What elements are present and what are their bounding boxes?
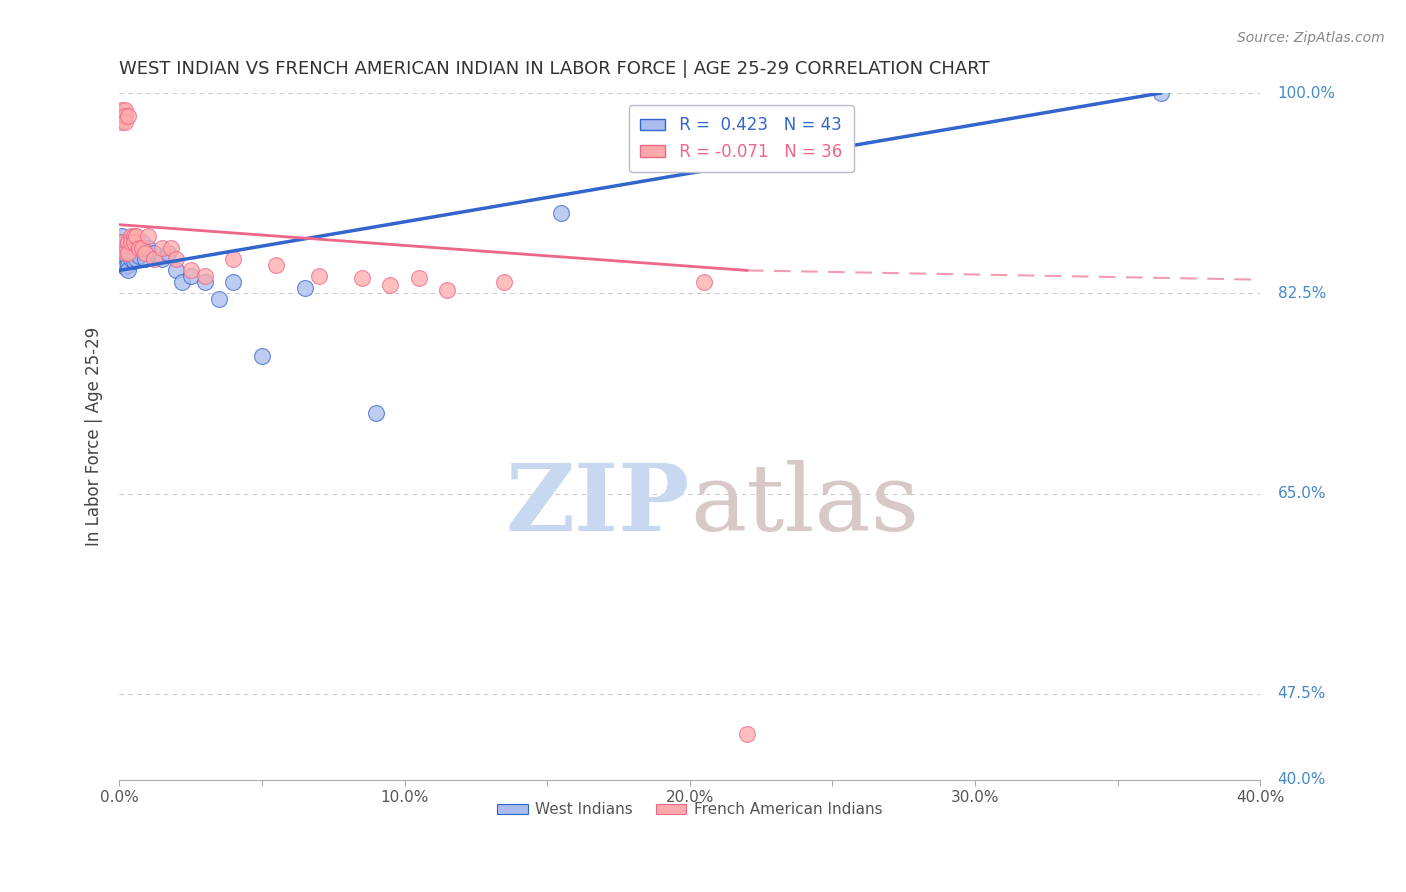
Point <box>308 269 330 284</box>
Point <box>114 114 136 128</box>
Point <box>114 246 136 260</box>
Point <box>128 240 150 254</box>
Point <box>120 235 142 249</box>
Legend: West Indians, French American Indians: West Indians, French American Indians <box>491 797 889 823</box>
Point <box>208 292 231 306</box>
Point <box>122 246 145 260</box>
Point <box>111 235 134 249</box>
Point <box>436 283 458 297</box>
Point <box>264 258 287 272</box>
Text: 65.0%: 65.0% <box>1278 486 1326 501</box>
Text: 100.0%: 100.0% <box>1278 86 1336 101</box>
Point <box>111 103 134 118</box>
Point <box>117 252 139 266</box>
Point <box>111 246 134 260</box>
Text: ZIP: ZIP <box>506 460 690 550</box>
Point <box>150 252 173 266</box>
Point <box>222 252 245 266</box>
Point <box>117 258 139 272</box>
Point <box>111 240 134 254</box>
Point <box>114 260 136 274</box>
Point <box>350 271 373 285</box>
Point <box>114 235 136 249</box>
Point <box>693 275 716 289</box>
Point <box>122 229 145 244</box>
Point <box>494 275 516 289</box>
Point <box>114 255 136 269</box>
Point <box>114 252 136 266</box>
Point <box>122 254 145 268</box>
Point <box>114 109 136 123</box>
Point <box>120 252 142 266</box>
Point <box>117 244 139 258</box>
Point <box>125 244 148 258</box>
Point <box>120 235 142 249</box>
Point <box>120 246 142 260</box>
Y-axis label: In Labor Force | Age 25-29: In Labor Force | Age 25-29 <box>86 326 103 546</box>
Point <box>294 280 316 294</box>
Point <box>114 103 136 118</box>
Point <box>122 235 145 249</box>
Point <box>170 275 193 289</box>
Point <box>120 229 142 244</box>
Point <box>364 406 387 420</box>
Point <box>550 206 572 220</box>
Point <box>180 263 202 277</box>
Point <box>117 246 139 260</box>
Point <box>117 109 139 123</box>
Point <box>114 240 136 254</box>
Point <box>222 275 245 289</box>
Point <box>131 240 153 254</box>
Text: 82.5%: 82.5% <box>1278 285 1326 301</box>
Point <box>111 229 134 244</box>
Point <box>150 240 173 254</box>
Point <box>111 114 134 128</box>
Point <box>117 235 139 249</box>
Point <box>380 278 402 293</box>
Point <box>111 250 134 264</box>
Point <box>134 252 156 266</box>
Point <box>111 109 134 123</box>
Point <box>114 244 136 258</box>
Point <box>194 269 217 284</box>
Text: atlas: atlas <box>690 460 920 550</box>
Point <box>111 235 134 249</box>
Point <box>408 271 430 285</box>
Point <box>122 235 145 249</box>
Point <box>735 727 758 741</box>
Point <box>136 229 159 244</box>
Point <box>1149 86 1171 100</box>
Point <box>180 269 202 284</box>
Point <box>134 246 156 260</box>
Point <box>156 246 179 260</box>
Point <box>117 235 139 249</box>
Point <box>194 275 217 289</box>
Text: 47.5%: 47.5% <box>1278 686 1326 701</box>
Point <box>114 248 136 262</box>
Point <box>125 229 148 244</box>
Point <box>142 252 165 266</box>
Text: WEST INDIAN VS FRENCH AMERICAN INDIAN IN LABOR FORCE | AGE 25-29 CORRELATION CHA: WEST INDIAN VS FRENCH AMERICAN INDIAN IN… <box>120 60 990 78</box>
Text: Source: ZipAtlas.com: Source: ZipAtlas.com <box>1237 31 1385 45</box>
Point <box>136 240 159 254</box>
Point <box>142 246 165 260</box>
Point <box>125 252 148 266</box>
Text: 40.0%: 40.0% <box>1278 772 1326 787</box>
Point <box>159 240 181 254</box>
Point <box>117 263 139 277</box>
Point <box>165 252 187 266</box>
Point <box>250 349 273 363</box>
Point <box>165 263 187 277</box>
Point <box>128 248 150 262</box>
Point <box>131 235 153 249</box>
